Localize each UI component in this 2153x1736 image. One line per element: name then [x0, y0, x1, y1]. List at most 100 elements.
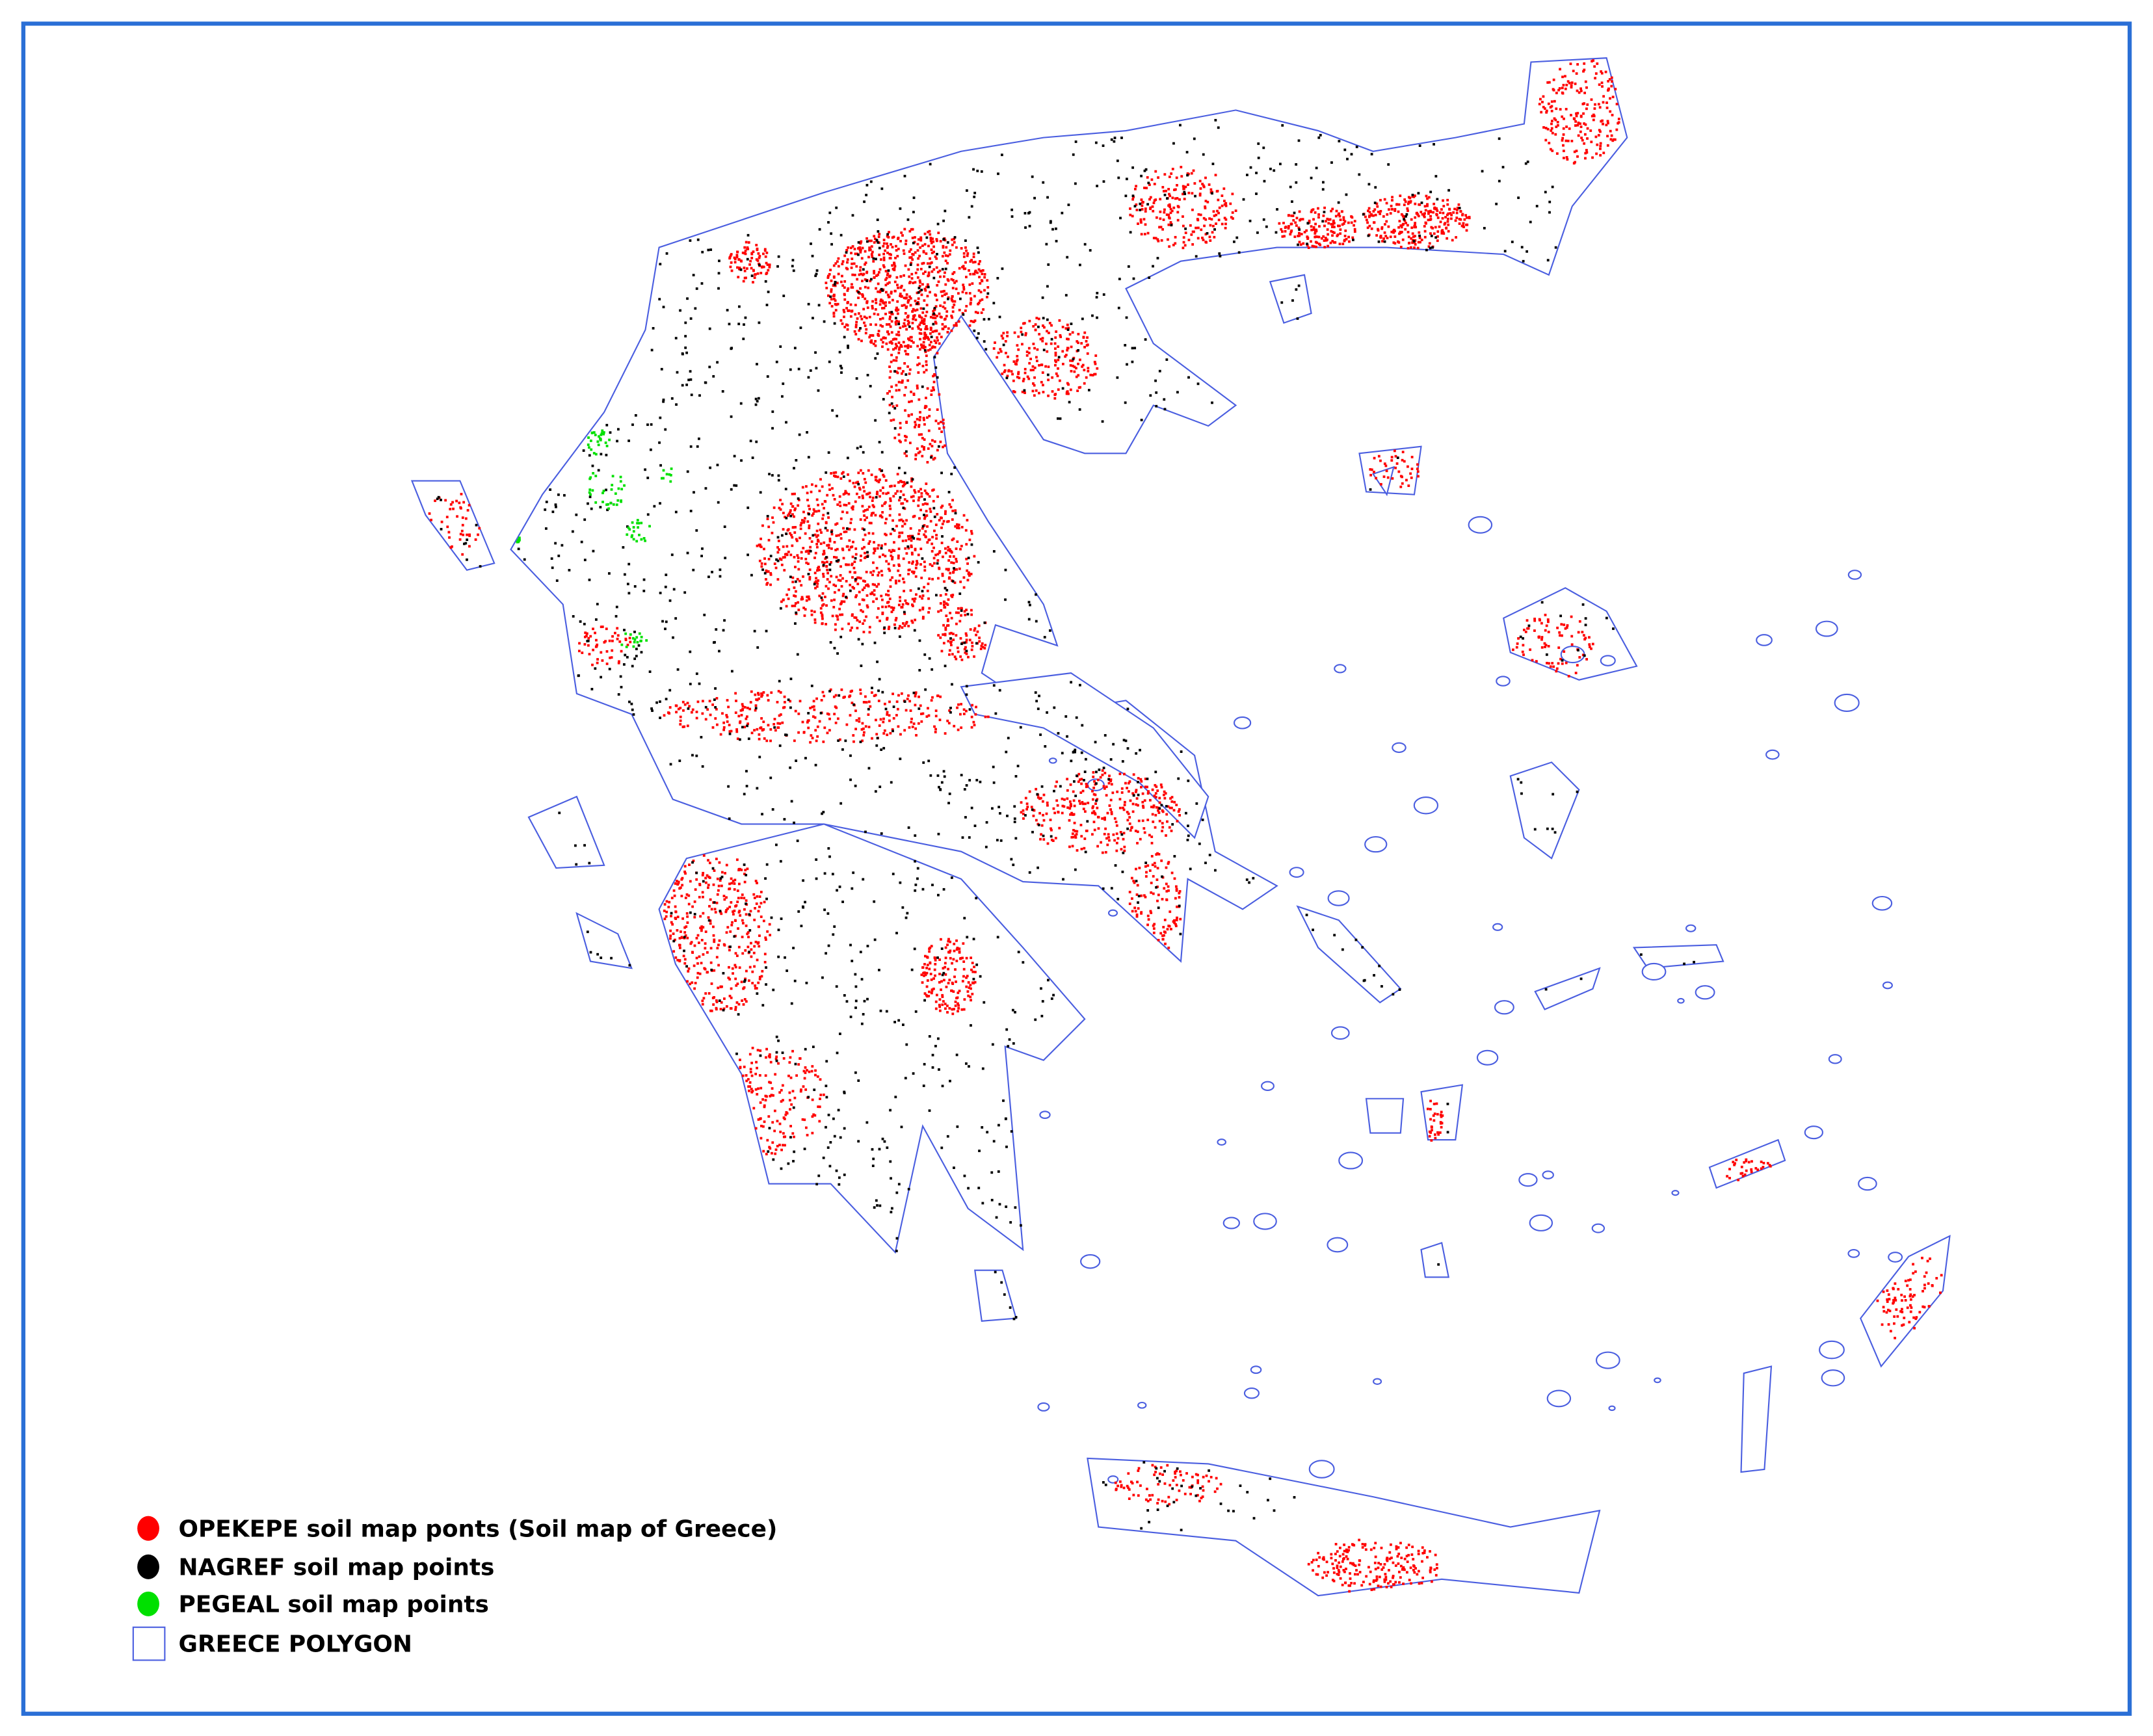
opekepe-point: [1544, 644, 1548, 647]
opekepe-point: [789, 502, 793, 505]
opekepe-point: [808, 598, 811, 601]
opekepe-point: [1083, 382, 1086, 385]
opekepe-point: [1123, 772, 1126, 776]
opekepe-point: [892, 609, 895, 611]
opekepe-point: [611, 639, 614, 642]
opekepe-point: [941, 1003, 944, 1006]
opekepe-point: [663, 903, 667, 906]
opekepe-point: [962, 288, 966, 291]
opekepe-point: [735, 1001, 739, 1004]
opekepe-point: [1178, 889, 1182, 893]
opekepe-point: [922, 272, 925, 275]
opekepe-point: [837, 265, 840, 268]
opekepe-point: [1579, 130, 1582, 133]
opekepe-point: [815, 577, 817, 580]
opekepe-point: [727, 705, 730, 709]
opekepe-point: [730, 923, 733, 927]
opekepe-point: [930, 393, 933, 397]
opekepe-point: [929, 510, 932, 513]
opekepe-point: [1397, 1552, 1401, 1555]
opekepe-point: [1398, 220, 1401, 223]
opekepe-point: [1069, 783, 1072, 786]
opekepe-point: [856, 619, 859, 622]
opekepe-point: [678, 959, 681, 962]
opekepe-point: [919, 307, 923, 310]
opekepe-point: [953, 241, 956, 244]
opekepe-point: [878, 270, 880, 274]
opekepe-point: [1570, 643, 1574, 646]
opekepe-point: [678, 887, 681, 890]
opekepe-point: [970, 572, 973, 575]
opekepe-point: [903, 452, 906, 455]
opekepe-point: [970, 956, 973, 960]
opekepe-point: [845, 323, 848, 326]
opekepe-point: [1325, 1574, 1328, 1577]
opekepe-point: [743, 246, 746, 249]
opekepe-point: [761, 1125, 765, 1128]
opekepe-point: [776, 578, 780, 581]
opekepe-point: [679, 723, 682, 726]
opekepe-point: [836, 717, 839, 720]
opekepe-point: [1067, 383, 1070, 386]
opekepe-point: [1166, 1464, 1169, 1467]
opekepe-point: [1131, 1482, 1134, 1485]
opekepe-point: [862, 496, 864, 499]
opekepe-point: [847, 563, 851, 566]
opekepe-point: [784, 516, 786, 519]
opekepe-point: [823, 561, 826, 564]
opekepe-point: [687, 969, 690, 973]
opekepe-point: [1069, 359, 1072, 362]
opekepe-point: [763, 249, 767, 252]
opekepe-point: [1365, 1575, 1368, 1578]
opekepe-point: [1421, 1576, 1425, 1579]
opekepe-point: [1894, 1282, 1897, 1285]
opekepe-point: [934, 553, 937, 557]
opekepe-point: [932, 316, 935, 319]
opekepe-point: [1075, 375, 1078, 378]
opekepe-point: [740, 980, 743, 984]
opekepe-point: [890, 340, 893, 343]
opekepe-point: [440, 520, 443, 523]
opekepe-point: [931, 549, 934, 553]
opekepe-point: [886, 618, 889, 620]
opekepe-point: [810, 609, 813, 612]
opekepe-point: [904, 547, 907, 550]
opekepe-point: [1203, 224, 1206, 228]
opekepe-point: [873, 583, 877, 586]
opekepe-point: [816, 567, 819, 570]
opekepe-point: [1584, 157, 1587, 160]
opekepe-point: [712, 925, 715, 928]
opekepe-point: [730, 730, 733, 733]
opekepe-point: [954, 525, 957, 528]
opekepe-point: [823, 541, 826, 544]
opekepe-point: [1165, 834, 1167, 837]
opekepe-point: [945, 624, 949, 627]
opekepe-point: [1399, 224, 1403, 227]
opekepe-point: [806, 719, 810, 722]
opekepe-point: [1590, 647, 1592, 650]
opekepe-point: [1394, 235, 1397, 238]
opekepe-point: [935, 993, 938, 997]
opekepe-point: [1020, 811, 1023, 814]
opekepe-point: [928, 415, 931, 417]
opekepe-point: [971, 641, 973, 644]
opekepe-point: [807, 552, 810, 555]
opekepe-point: [876, 547, 879, 550]
islet-polygon: [1871, 895, 1893, 911]
opekepe-point: [1159, 210, 1162, 213]
opekepe-point: [765, 739, 769, 743]
opekepe-point: [916, 325, 919, 328]
opekepe-point: [934, 341, 938, 345]
opekepe-point: [852, 262, 856, 265]
opekepe-point: [923, 448, 925, 451]
opekepe-point: [888, 323, 891, 326]
opekepe-point: [944, 325, 947, 328]
opekepe-point: [942, 633, 945, 636]
opekepe-point: [880, 573, 884, 577]
opekepe-point: [468, 533, 471, 536]
opekepe-point: [944, 547, 947, 550]
opekepe-point: [759, 1086, 763, 1090]
opekepe-point: [809, 707, 812, 709]
opekepe-point: [976, 311, 979, 315]
opekepe-point: [1213, 215, 1216, 217]
